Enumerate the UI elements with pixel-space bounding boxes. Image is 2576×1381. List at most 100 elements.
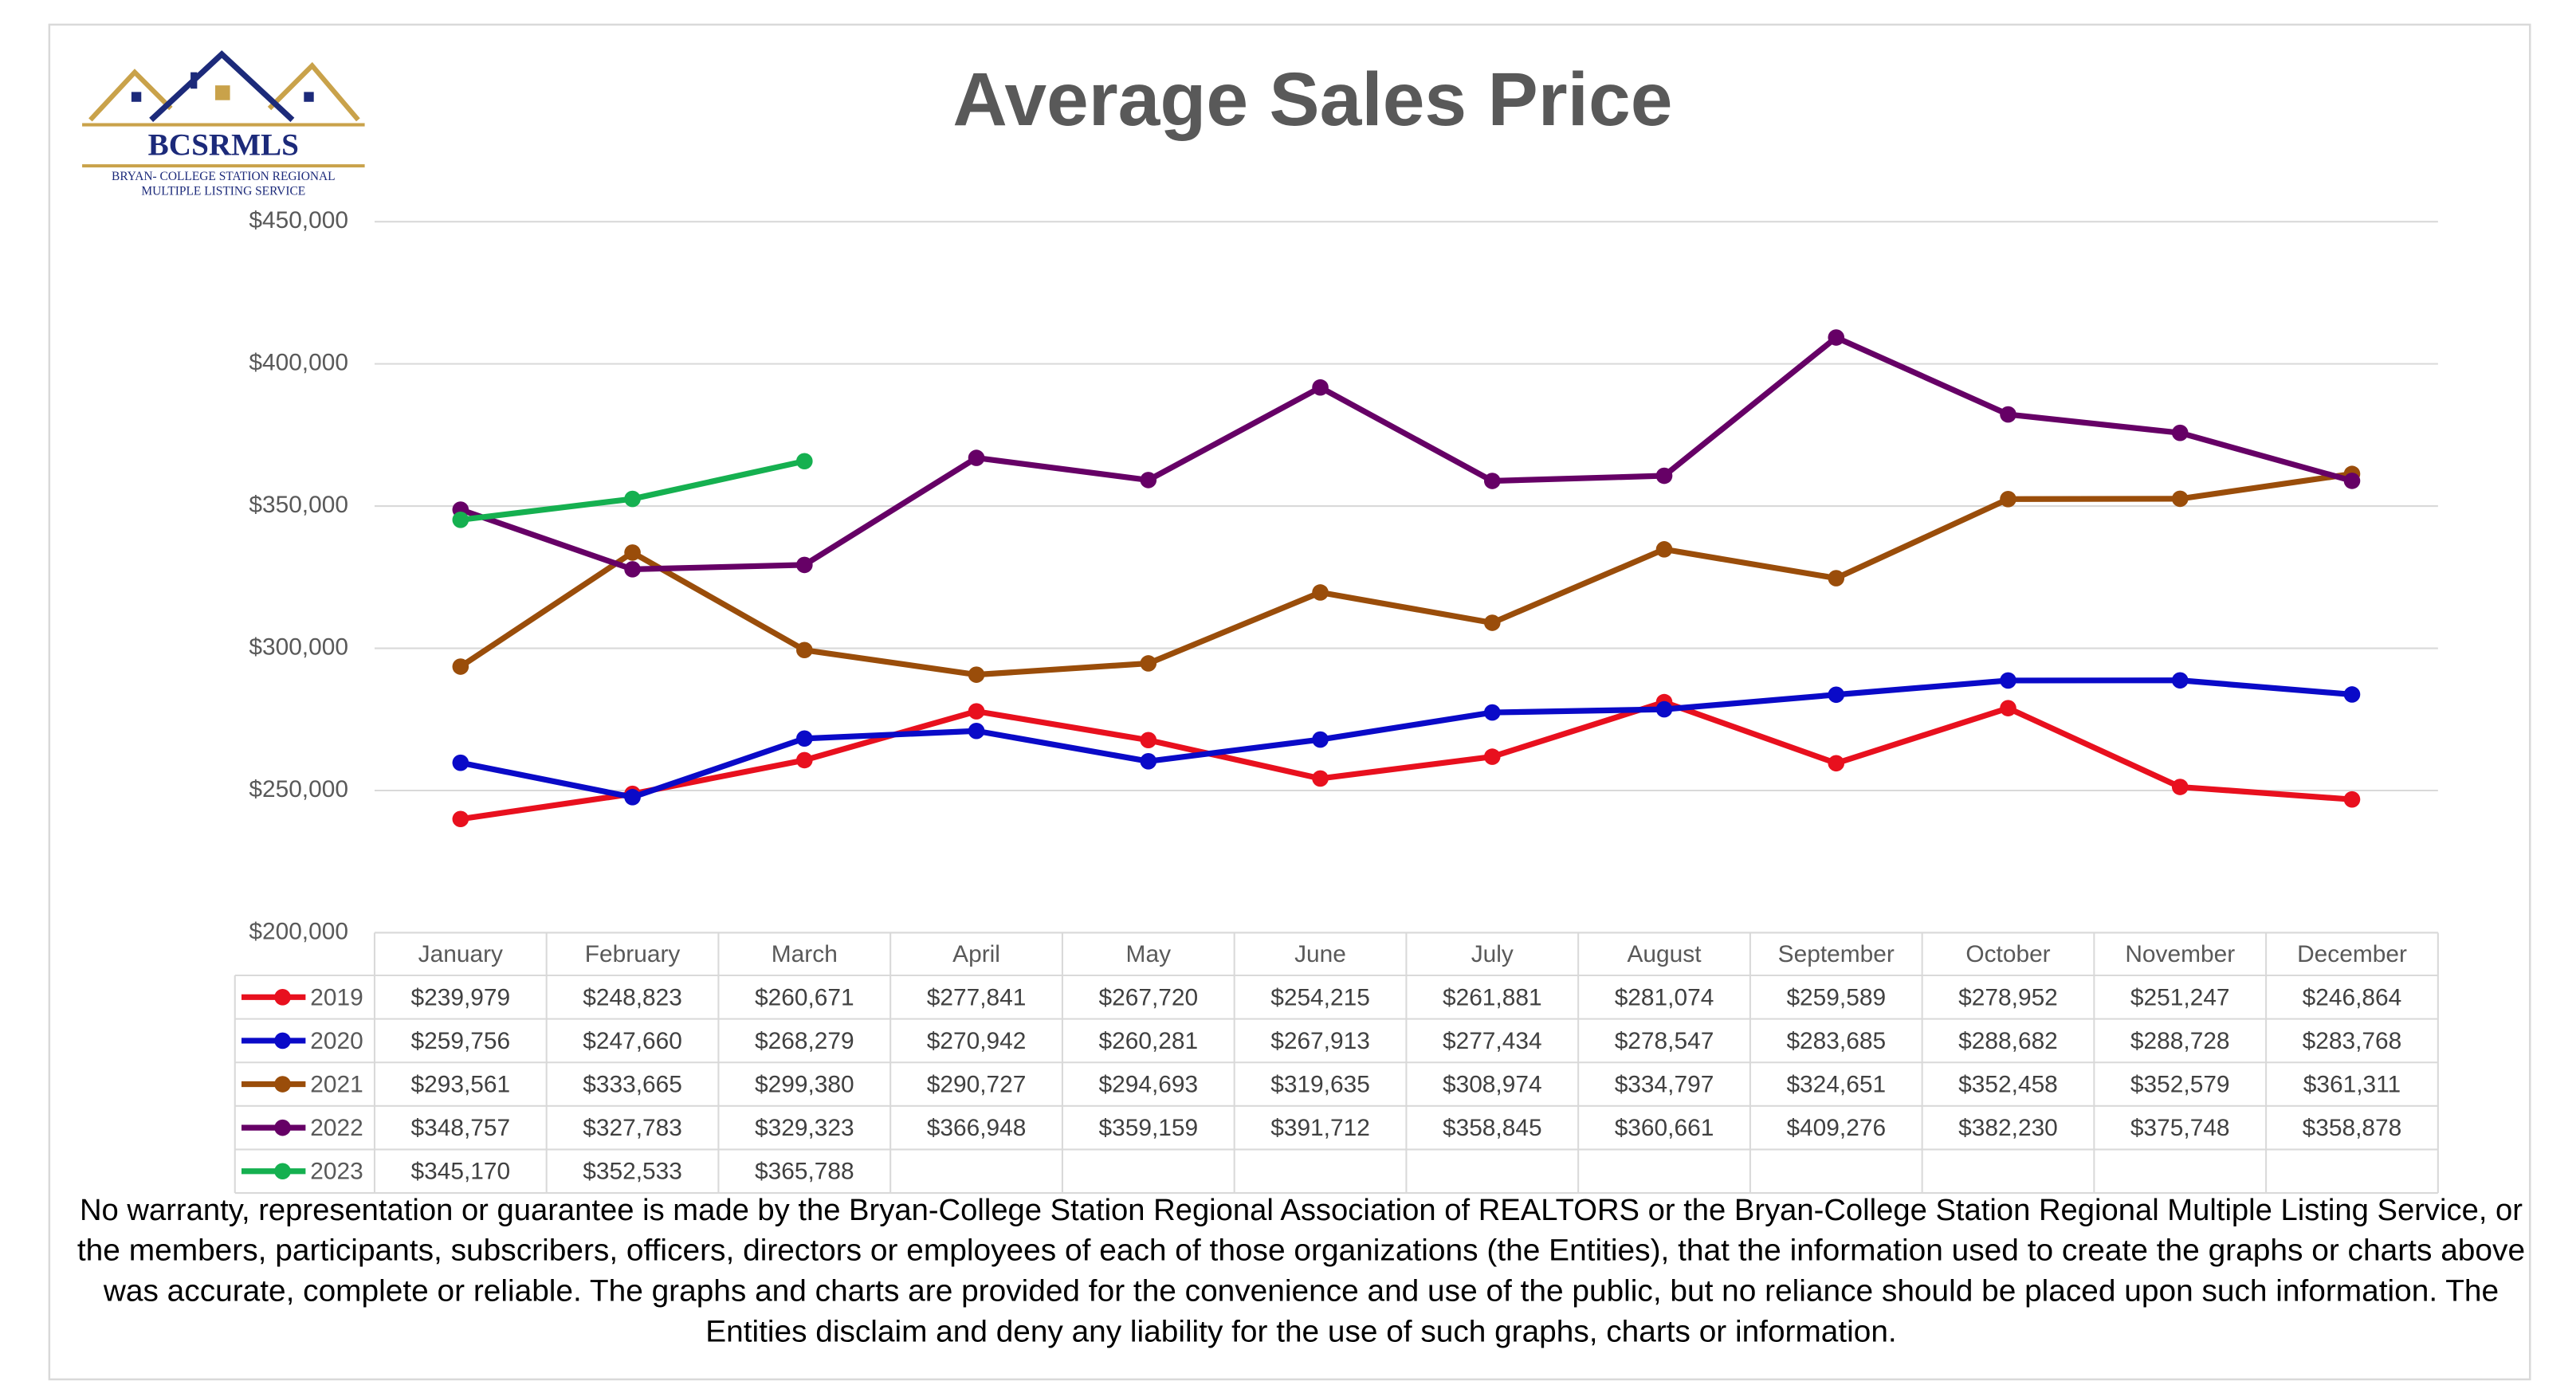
legend-label: 2022: [310, 1115, 363, 1141]
table-cell: $277,841: [927, 984, 1027, 1010]
series-line: [459, 334, 2353, 572]
marker: [2171, 490, 2189, 508]
table-cell: $299,380: [755, 1071, 854, 1097]
table-cell: $283,685: [1786, 1028, 1886, 1054]
table-cell: $281,074: [1615, 984, 1714, 1010]
y-tick-label: $300,000: [249, 634, 348, 660]
window: [215, 85, 230, 100]
table-cell: $333,665: [583, 1071, 682, 1097]
legend-label: 2019: [310, 984, 363, 1010]
table-cell: $260,281: [1098, 1028, 1198, 1054]
marker: [2000, 700, 2016, 716]
marker: [1312, 584, 1329, 601]
marker: [796, 453, 813, 470]
series-line: [460, 458, 806, 523]
table-cell: $267,913: [1270, 1028, 1370, 1054]
legend-label: 2020: [310, 1028, 363, 1054]
marker: [452, 512, 469, 528]
table-cell: $247,660: [583, 1028, 682, 1054]
series-line: [458, 471, 2353, 678]
marker: [452, 754, 469, 771]
logo-line: MULTIPLE LISTING SERVICE: [141, 185, 305, 198]
table-cell: $409,276: [1786, 1115, 1886, 1141]
table-cell: $288,728: [2130, 1028, 2230, 1054]
table-cell: $268,279: [755, 1028, 854, 1054]
x-tick-label: September: [1778, 941, 1895, 967]
table-cell: $359,159: [1098, 1115, 1198, 1141]
legend-marker: [274, 1163, 291, 1180]
table-cell: $239,979: [411, 984, 511, 1010]
table-cell: $327,783: [583, 1115, 682, 1141]
x-tick-label: January: [418, 941, 503, 967]
series-line: [460, 699, 2353, 822]
marker: [624, 561, 641, 578]
marker: [1483, 614, 1501, 631]
footnote: No warranty, representation or guarantee…: [80, 1193, 2523, 1227]
logo: BCSRMLS BRYAN- COLLEGE STATION REGIONAL …: [82, 50, 365, 198]
table-cell: $334,797: [1615, 1071, 1714, 1097]
table-cell: $360,661: [1615, 1115, 1714, 1141]
y-tick-label: $400,000: [249, 350, 348, 376]
footnote: Entities disclaim and deny any liability…: [705, 1315, 1896, 1349]
table-cell: $391,712: [1270, 1115, 1370, 1141]
x-tick-label: February: [585, 941, 681, 967]
marker: [796, 730, 813, 747]
marker: [452, 658, 469, 675]
table-cell: $324,651: [1786, 1071, 1886, 1097]
marker: [2171, 672, 2189, 689]
frame: [48, 23, 2531, 1381]
table-cell: $251,247: [2130, 984, 2230, 1010]
table-cell: $270,942: [927, 1028, 1027, 1054]
y-tick-label: $200,000: [249, 918, 348, 944]
marker: [796, 556, 813, 574]
table-cell: $246,864: [2303, 984, 2402, 1010]
marker: [1828, 570, 1845, 587]
table-cell: $352,579: [2130, 1071, 2230, 1097]
legend-marker: [274, 1119, 291, 1136]
marker: [2000, 406, 2016, 423]
x-tick-label: May: [1126, 941, 1172, 967]
footnote: was accurate, complete or reliable. The …: [103, 1274, 2499, 1308]
marker: [624, 490, 641, 508]
x-tick-label: June: [1294, 941, 1346, 967]
legend-label: 2023: [310, 1159, 363, 1185]
chart-title: Average Sales Price: [952, 57, 1672, 142]
table-cell: $283,768: [2303, 1028, 2402, 1054]
marker: [968, 666, 985, 683]
marker: [1140, 655, 1157, 672]
marker: [1312, 770, 1329, 787]
marker: [968, 722, 985, 740]
marker: [1140, 472, 1157, 488]
table-cell: $277,434: [1443, 1028, 1542, 1054]
table-cell: $278,547: [1615, 1028, 1714, 1054]
table-cell: $267,720: [1098, 984, 1198, 1010]
x-tick-label: August: [1628, 941, 1702, 967]
chimney: [190, 72, 198, 89]
x-tick-label: March: [772, 941, 838, 967]
table-cell: $358,845: [1443, 1115, 1542, 1141]
marker: [2171, 779, 2189, 795]
y-tick-label: $250,000: [249, 776, 348, 802]
table-cell: $348,757: [411, 1115, 511, 1141]
logo-line: BRYAN- COLLEGE STATION REGIONAL: [112, 170, 336, 183]
marker: [2343, 791, 2361, 808]
table-cell: $288,682: [1958, 1028, 2058, 1054]
marker: [796, 641, 813, 659]
table-cell: $248,823: [583, 984, 682, 1010]
marker: [1312, 379, 1329, 396]
marker: [1828, 686, 1845, 704]
table-cell: $261,881: [1443, 984, 1542, 1010]
marker: [2000, 491, 2016, 508]
legend-marker: [274, 1076, 291, 1093]
marker: [1483, 473, 1501, 489]
x-tick-label: December: [2297, 941, 2407, 967]
table-cell: $259,589: [1786, 984, 1886, 1010]
table-cell: $352,458: [1958, 1071, 2058, 1097]
marker: [2000, 672, 2016, 689]
table-cell: $375,748: [2130, 1115, 2230, 1141]
marker: [1828, 329, 1845, 346]
marker: [1483, 704, 1501, 721]
marker: [1828, 755, 1845, 772]
